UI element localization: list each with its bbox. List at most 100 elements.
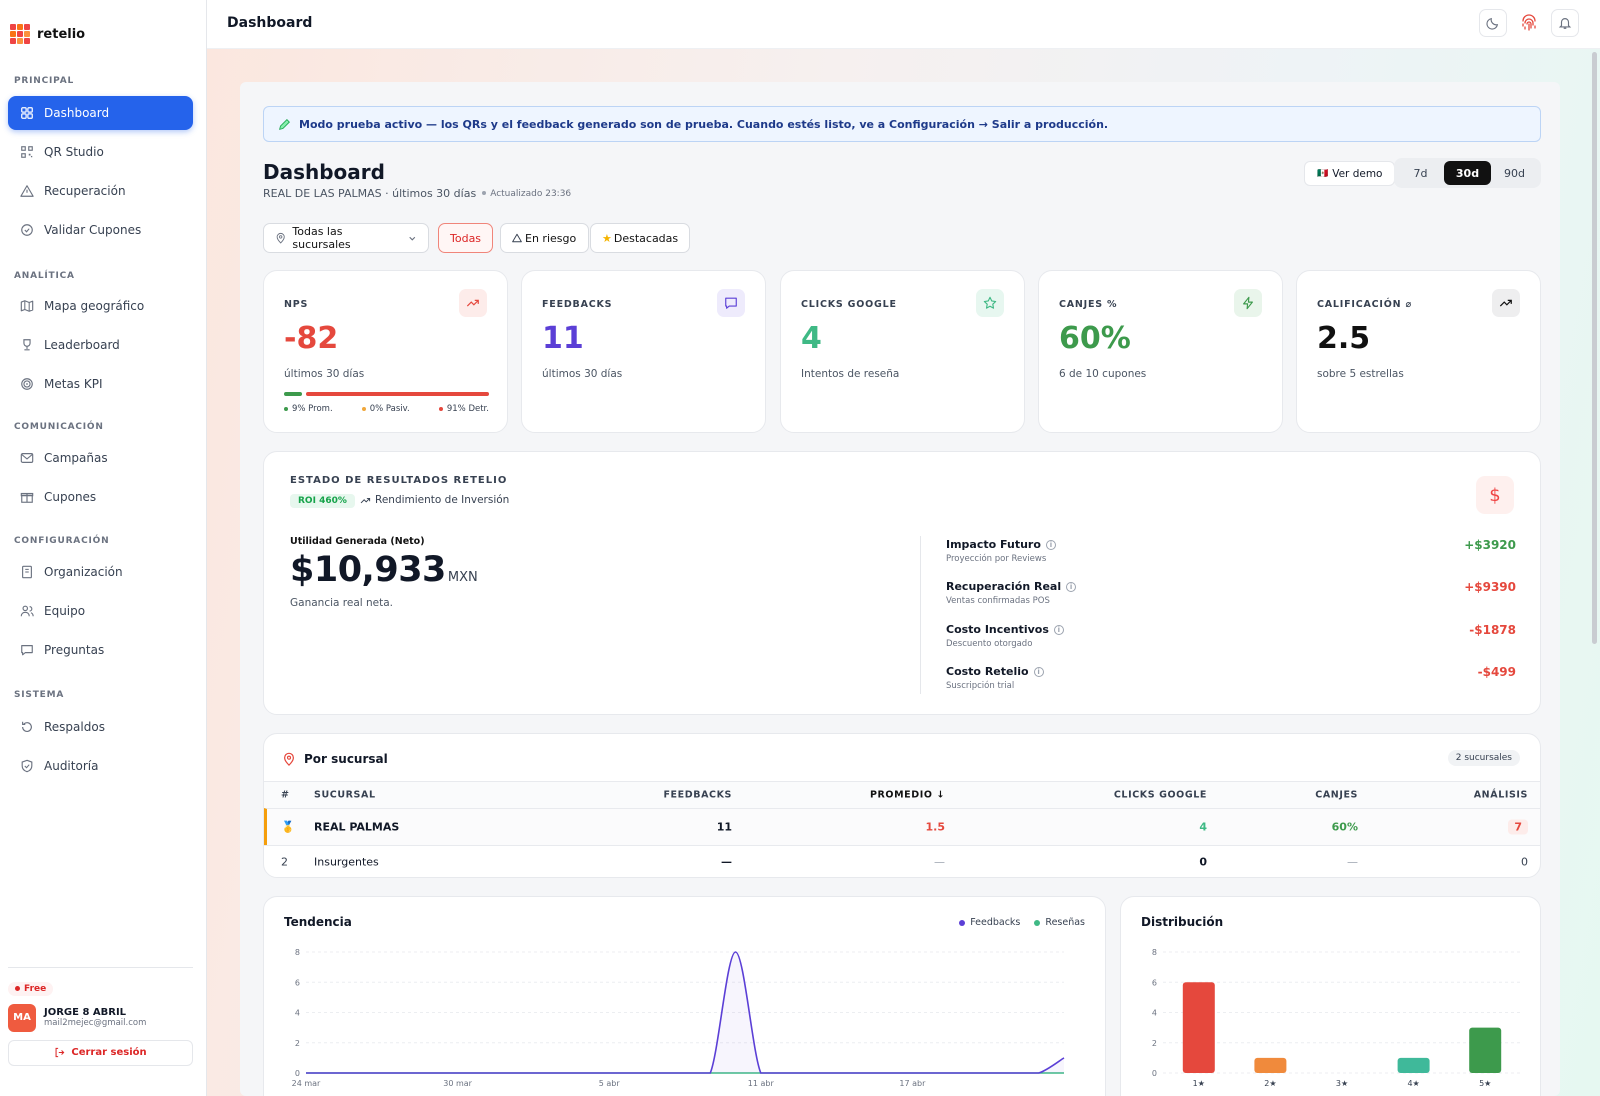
roi-item-value: +$3920	[1464, 538, 1516, 552]
kpi-note: sobre 5 estrellas	[1317, 368, 1404, 380]
users-icon	[20, 605, 34, 617]
chip-label: Todas	[450, 231, 482, 245]
sidebar-item-validar-cupones[interactable]: Validar Cupones	[8, 213, 193, 247]
section-title-sistema: SISTEMA	[14, 690, 65, 700]
sidebar: retelio PRINCIPAL Dashboard QR Studio Re…	[0, 0, 207, 1096]
kpi-card-clicks-google[interactable]: CLICKS GOOGLE 4 Intentos de reseña	[780, 270, 1025, 433]
col-feedbacks[interactable]: FEEDBACKS	[663, 789, 732, 801]
branch-select[interactable]: Todas las sucursales	[263, 223, 429, 253]
sidebar-item-cupones[interactable]: Cupones	[8, 480, 193, 514]
sidebar-item-preguntas[interactable]: Preguntas	[8, 633, 193, 667]
sidebar-item-auditoria[interactable]: Auditoría	[8, 749, 193, 783]
info-icon[interactable]: i	[1053, 624, 1064, 635]
kpi-note: últimos 30 días	[542, 368, 623, 380]
chat-icon	[21, 645, 33, 656]
topbar-title: Dashboard	[227, 15, 313, 31]
bell-icon	[1558, 18, 1572, 29]
location-pin-icon	[284, 752, 294, 766]
branch-table-title: Por sucursal	[282, 752, 388, 766]
sidebar-account: Free MA JORGE 8 ABRIL mail2mejec@gmail.c…	[8, 967, 193, 1066]
nps-legend-detractors: 91% Detr.	[439, 404, 489, 414]
sidebar-item-leaderboard[interactable]: Leaderboard	[8, 328, 193, 362]
sidebar-item-organizacion[interactable]: Organización	[8, 555, 193, 589]
net-label: Utilidad Generada (Neto)	[290, 536, 425, 547]
col-sucursal[interactable]: SUCURSAL	[314, 789, 376, 801]
sidebar-item-mapa[interactable]: Mapa geográfico	[8, 289, 193, 323]
sidebar-item-dashboard[interactable]: Dashboard	[8, 96, 193, 130]
scrollbar-thumb[interactable]	[1592, 52, 1597, 644]
sidebar-item-campanas[interactable]: Campañas	[8, 441, 193, 475]
info-icon[interactable]: i	[1033, 666, 1044, 677]
roi-statement-card: ESTADO DE RESULTADOS RETELIO ROI 460% Re…	[263, 451, 1541, 715]
notifications-button[interactable]	[1551, 9, 1579, 37]
sidebar-item-label: Metas KPI	[44, 377, 103, 391]
star-icon	[976, 289, 1004, 317]
net-amount: $10,933	[290, 550, 446, 590]
range-7d[interactable]: 7d	[1413, 166, 1428, 180]
fingerprint-button[interactable]	[1515, 9, 1543, 37]
sidebar-item-recuperacion[interactable]: Recuperación	[8, 174, 193, 208]
distribution-chart-title: Distribución	[1141, 915, 1224, 929]
chevron-down-icon	[409, 236, 416, 241]
kpi-note: Intentos de reseña	[801, 368, 900, 380]
distribution-chart-card: Distribución 0 2 4 6 8 1★ 2★ 3★ 4★ 5★	[1120, 896, 1541, 1096]
branch-select-value: Todas las sucursales	[292, 225, 351, 251]
logout-icon	[55, 1047, 65, 1058]
legend-feedbacks[interactable]: Feedbacks	[959, 917, 1020, 928]
legend-resenas[interactable]: Reseñas	[1034, 917, 1085, 928]
location-pin-icon	[276, 232, 285, 244]
info-icon[interactable]: i	[1045, 539, 1056, 550]
col-promedio[interactable]: PROMEDIO ↓	[869, 789, 945, 801]
table-row[interactable]: 2 Insurgentes — — 0 — 0	[264, 845, 1540, 877]
y-tick-label: 2	[295, 1039, 300, 1048]
kpi-card-nps[interactable]: NPS -82 últimos 30 días 9% Prom. 0% Pasi…	[263, 270, 508, 433]
roi-item-value: -$1878	[1469, 623, 1516, 637]
sidebar-item-metas-kpi[interactable]: Metas KPI	[8, 367, 193, 401]
kpi-value: 4	[801, 321, 822, 356]
range-30d[interactable]: 30d	[1444, 161, 1491, 185]
filter-chip-destacadas[interactable]: ★ Destacadas	[590, 223, 691, 253]
distribution-chart: 0 2 4 6 8 1★ 2★ 3★ 4★ 5★	[1152, 948, 1521, 1088]
kpi-label: CANJES %	[1059, 299, 1118, 310]
row-name: Insurgentes	[314, 855, 379, 869]
bar-4-star	[1397, 1057, 1430, 1073]
nps-legend: 9% Prom. 0% Pasiv. 91% Detr.	[284, 404, 489, 414]
info-icon[interactable]: i	[1066, 581, 1077, 592]
col-canjes[interactable]: CANJES	[1315, 789, 1358, 801]
sidebar-item-qr-studio[interactable]: QR Studio	[8, 135, 193, 169]
col-analisis[interactable]: ANÁLISIS	[1473, 789, 1528, 801]
sidebar-item-equipo[interactable]: Equipo	[8, 594, 193, 628]
kpi-card-feedbacks[interactable]: FEEDBACKS 11 últimos 30 días	[521, 270, 766, 433]
kpi-card-canjes[interactable]: CANJES % 60% 6 de 10 cupones	[1038, 270, 1283, 433]
logout-button[interactable]: Cerrar sesión	[8, 1039, 193, 1066]
demo-button[interactable]: 🇲🇽 Ver demo	[1304, 161, 1396, 186]
moon-icon	[1486, 17, 1499, 30]
branch-table: # SUCURSAL FEEDBACKS PROMEDIO ↓ CLICKS G…	[264, 781, 1540, 877]
grid-icon	[21, 107, 33, 119]
user-name: JORGE 8 ABRIL	[44, 1007, 127, 1018]
kpi-note: 6 de 10 cupones	[1059, 368, 1147, 380]
table-row[interactable]: 🥇 REAL PALMAS 11 1.5 4 60% 7	[264, 808, 1540, 845]
section-title-configuracion: CONFIGURACIÓN	[14, 536, 110, 546]
kpi-card-calificacion[interactable]: CALIFICACIÓN ⌀ 2.5 sobre 5 estrellas	[1296, 270, 1541, 433]
filter-chip-en-riesgo[interactable]: En riesgo	[500, 223, 590, 253]
user-card[interactable]: MA JORGE 8 ABRIL mail2mejec@gmail.com	[8, 1003, 193, 1032]
map-icon	[20, 300, 34, 312]
qr-icon	[21, 146, 33, 158]
row-canjes: —	[1347, 855, 1358, 869]
kpi-label: NPS	[284, 299, 309, 310]
divider	[920, 536, 921, 694]
logo[interactable]: retelio	[10, 24, 85, 44]
roi-title: ESTADO DE RESULTADOS RETELIO	[290, 475, 508, 486]
section-title-analitica: ANALÍTICA	[14, 271, 75, 281]
x-tick-label: 5★	[1479, 1079, 1491, 1088]
col-clicks-google[interactable]: CLICKS GOOGLE	[1113, 789, 1207, 801]
sidebar-item-respaldos[interactable]: Respaldos	[8, 710, 193, 744]
range-90d[interactable]: 90d	[1504, 166, 1525, 180]
theme-toggle-button[interactable]	[1479, 9, 1507, 37]
page-subtitle: REAL DE LAS PALMAS · últimos 30 días Act…	[263, 187, 571, 200]
row-feedbacks: 11	[716, 820, 732, 834]
roi-item-title: Impacto Futuro	[946, 538, 1041, 551]
building-icon	[22, 565, 32, 579]
filter-chip-todas[interactable]: Todas	[438, 223, 494, 253]
